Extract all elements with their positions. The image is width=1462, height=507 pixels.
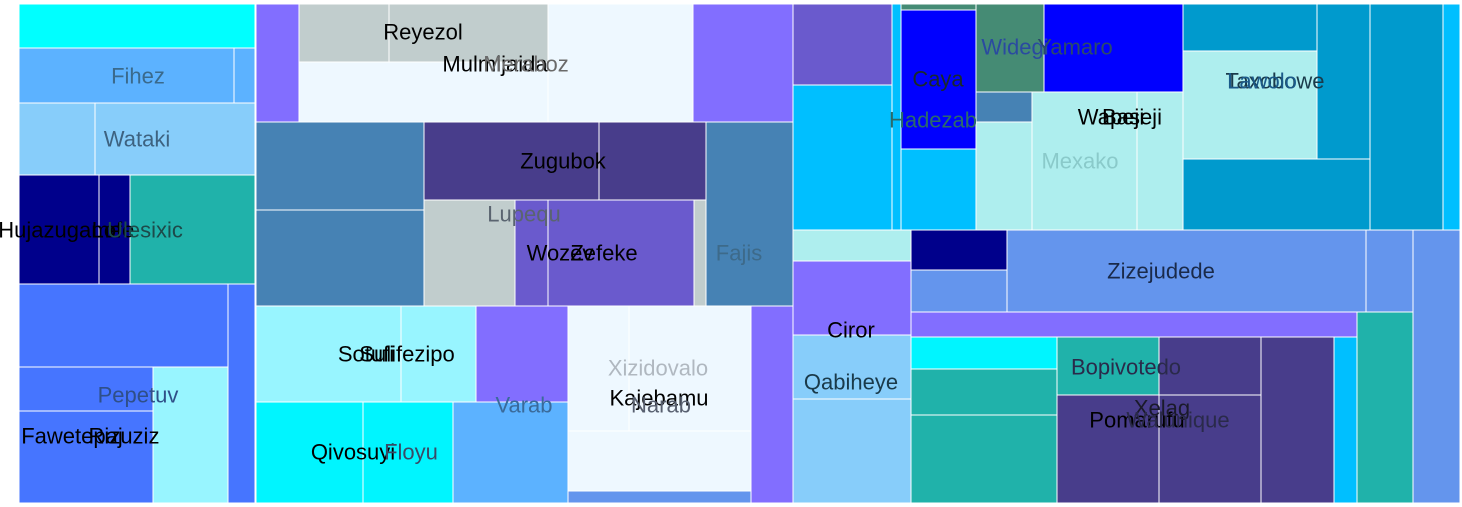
treemap-tile [94,102,256,176]
treemap-tile [910,336,1058,370]
treemap-tile [692,3,794,123]
treemap-tile [452,401,569,504]
treemap-tile [705,121,794,307]
treemap-tile [18,3,256,49]
treemap-tile [900,3,977,11]
treemap-tile [975,121,1033,231]
treemap-tile [475,305,569,403]
treemap-tile [1182,3,1318,52]
treemap-tile [1260,336,1335,504]
treemap-tile [567,430,752,492]
treemap-tile [1182,158,1371,231]
treemap-tile [255,121,425,211]
treemap-tile [400,305,477,403]
treemap-tile [910,229,1008,271]
treemap-tile [547,3,694,123]
treemap-tile [255,305,402,403]
treemap-tile [1369,3,1444,231]
treemap-tile [298,3,390,63]
treemap-tile [362,401,454,504]
treemap-tile [255,3,300,123]
treemap-tile [693,199,707,307]
treemap-tile [388,3,549,63]
treemap-tile [1442,3,1461,231]
treemap-tile [18,47,235,104]
treemap-tile [1412,229,1461,504]
treemap-tile [129,174,256,285]
treemap-tile [910,311,1358,338]
treemap-tile [598,121,707,201]
treemap-tile [567,490,752,504]
treemap-tile [1365,229,1414,313]
treemap-tile [18,283,229,368]
treemap-tile [910,414,1058,504]
treemap-tile [792,229,912,262]
treemap-tile [1316,3,1371,160]
treemap-tile [18,102,96,176]
treemap-tile [298,61,549,123]
treemap-tile [910,368,1058,416]
treemap-tile [567,305,630,432]
treemap-tile [423,199,516,307]
treemap-tile [1356,311,1414,504]
treemap-tile [910,269,1008,313]
treemap-tile [423,121,600,201]
treemap-tile [18,174,100,285]
treemap-tile [255,401,364,504]
treemap-tile [900,148,977,231]
treemap-tile [1158,394,1262,504]
treemap-tile [1031,91,1138,231]
treemap-tile [98,174,131,285]
treemap-tile [792,334,912,400]
treemap-tile [1043,3,1184,93]
treemap-tile [227,283,256,504]
treemap-tile [18,410,154,504]
treemap-tile [792,398,912,504]
treemap-tile [792,3,893,86]
treemap-tile [1056,394,1160,504]
treemap-tile [18,366,154,412]
treemap-tile [891,3,902,231]
treemap-tile [1158,336,1262,396]
treemap-tile [1006,229,1367,313]
treemap-tile [792,84,893,231]
treemap-tile [975,3,1045,93]
treemap-tile [547,199,695,307]
treemap-tile [628,305,752,432]
treemap-tile [255,209,425,307]
treemap-tile [750,305,794,504]
treemap-tile [1333,336,1358,504]
treemap-tile [514,199,549,307]
treemap-tile [1136,91,1184,231]
treemap-tile [152,366,229,504]
treemap-tile [792,260,912,336]
treemap-tile [233,47,256,104]
treemap-tile [900,9,977,150]
